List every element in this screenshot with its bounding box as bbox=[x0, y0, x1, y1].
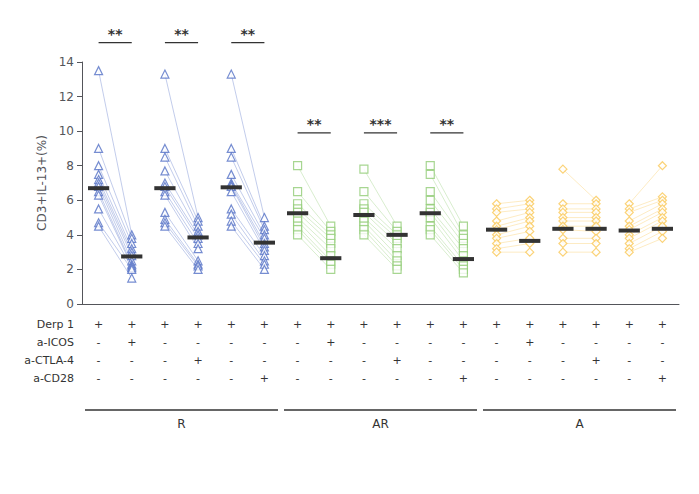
svg-text:+: + bbox=[392, 318, 401, 331]
svg-text:-: - bbox=[395, 372, 399, 385]
svg-text:+: + bbox=[94, 318, 103, 331]
svg-text:+: + bbox=[127, 318, 136, 331]
svg-text:12: 12 bbox=[59, 90, 74, 104]
svg-text:+: + bbox=[260, 372, 269, 385]
svg-text:***: *** bbox=[370, 116, 393, 132]
svg-text:-: - bbox=[262, 354, 266, 367]
svg-text:14: 14 bbox=[59, 55, 74, 69]
svg-text:-: - bbox=[329, 372, 333, 385]
svg-text:0: 0 bbox=[66, 297, 74, 311]
svg-text:A: A bbox=[575, 417, 584, 431]
svg-text:**: ** bbox=[440, 116, 455, 132]
svg-text:-: - bbox=[495, 354, 499, 367]
svg-text:-: - bbox=[627, 354, 631, 367]
svg-text:-: - bbox=[395, 336, 399, 349]
svg-text:-: - bbox=[428, 354, 432, 367]
svg-text:-: - bbox=[428, 336, 432, 349]
svg-text:-: - bbox=[163, 372, 167, 385]
svg-text:**: ** bbox=[108, 26, 123, 42]
svg-text:-: - bbox=[362, 336, 366, 349]
svg-text:+: + bbox=[492, 318, 501, 331]
svg-text:+: + bbox=[392, 354, 401, 367]
svg-text:Derp 1: Derp 1 bbox=[37, 318, 74, 331]
svg-text:-: - bbox=[495, 372, 499, 385]
svg-text:4: 4 bbox=[66, 228, 74, 242]
svg-text:**: ** bbox=[307, 116, 322, 132]
svg-text:+: + bbox=[558, 318, 567, 331]
svg-text:6: 6 bbox=[66, 193, 74, 207]
svg-text:+: + bbox=[658, 372, 667, 385]
svg-text:-: - bbox=[163, 354, 167, 367]
svg-text:+: + bbox=[326, 318, 335, 331]
svg-text:+: + bbox=[525, 336, 534, 349]
svg-text:+: + bbox=[359, 318, 368, 331]
svg-text:-: - bbox=[660, 336, 664, 349]
svg-text:+: + bbox=[293, 318, 302, 331]
svg-text:10: 10 bbox=[59, 124, 74, 138]
svg-text:+: + bbox=[658, 318, 667, 331]
svg-text:-: - bbox=[594, 336, 598, 349]
svg-text:+: + bbox=[127, 336, 136, 349]
svg-text:-: - bbox=[561, 372, 565, 385]
svg-text:-: - bbox=[627, 372, 631, 385]
svg-text:-: - bbox=[461, 354, 465, 367]
svg-text:-: - bbox=[362, 372, 366, 385]
svg-text:-: - bbox=[627, 336, 631, 349]
svg-text:-: - bbox=[130, 354, 134, 367]
svg-text:a-ICOS: a-ICOS bbox=[37, 336, 74, 349]
svg-text:-: - bbox=[97, 372, 101, 385]
svg-text:+: + bbox=[227, 318, 236, 331]
svg-text:-: - bbox=[296, 336, 300, 349]
svg-text:-: - bbox=[528, 372, 532, 385]
svg-text:-: - bbox=[229, 336, 233, 349]
svg-text:-: - bbox=[296, 354, 300, 367]
svg-text:-: - bbox=[660, 354, 664, 367]
svg-text:-: - bbox=[163, 336, 167, 349]
svg-text:+: + bbox=[591, 318, 600, 331]
svg-text:-: - bbox=[196, 372, 200, 385]
svg-text:-: - bbox=[528, 354, 532, 367]
svg-text:-: - bbox=[594, 372, 598, 385]
svg-text:-: - bbox=[329, 354, 333, 367]
svg-text:-: - bbox=[229, 354, 233, 367]
svg-text:AR: AR bbox=[372, 417, 389, 431]
svg-text:+: + bbox=[591, 354, 600, 367]
svg-text:+: + bbox=[625, 318, 634, 331]
svg-text:+: + bbox=[426, 318, 435, 331]
svg-text:+: + bbox=[260, 318, 269, 331]
svg-text:a-CTLA-4: a-CTLA-4 bbox=[24, 354, 74, 367]
svg-text:2: 2 bbox=[66, 262, 74, 276]
svg-text:-: - bbox=[97, 336, 101, 349]
svg-text:R: R bbox=[177, 417, 185, 431]
svg-text:a-CD28: a-CD28 bbox=[33, 372, 74, 385]
svg-text:-: - bbox=[461, 336, 465, 349]
svg-text:-: - bbox=[262, 336, 266, 349]
svg-text:-: - bbox=[196, 336, 200, 349]
svg-text:**: ** bbox=[174, 26, 189, 42]
svg-text:+: + bbox=[193, 318, 202, 331]
svg-text:CD3+IL-13+(%): CD3+IL-13+(%) bbox=[35, 135, 49, 231]
svg-text:8: 8 bbox=[66, 159, 74, 173]
svg-text:-: - bbox=[561, 336, 565, 349]
svg-text:-: - bbox=[428, 372, 432, 385]
svg-text:-: - bbox=[296, 372, 300, 385]
svg-text:+: + bbox=[525, 318, 534, 331]
svg-text:+: + bbox=[193, 354, 202, 367]
svg-text:-: - bbox=[97, 354, 101, 367]
svg-text:**: ** bbox=[241, 26, 256, 42]
svg-text:+: + bbox=[326, 336, 335, 349]
svg-text:+: + bbox=[459, 318, 468, 331]
svg-text:-: - bbox=[130, 372, 134, 385]
svg-text:-: - bbox=[229, 372, 233, 385]
svg-text:-: - bbox=[362, 354, 366, 367]
svg-text:-: - bbox=[561, 354, 565, 367]
svg-text:+: + bbox=[459, 372, 468, 385]
svg-text:-: - bbox=[495, 336, 499, 349]
svg-text:+: + bbox=[160, 318, 169, 331]
